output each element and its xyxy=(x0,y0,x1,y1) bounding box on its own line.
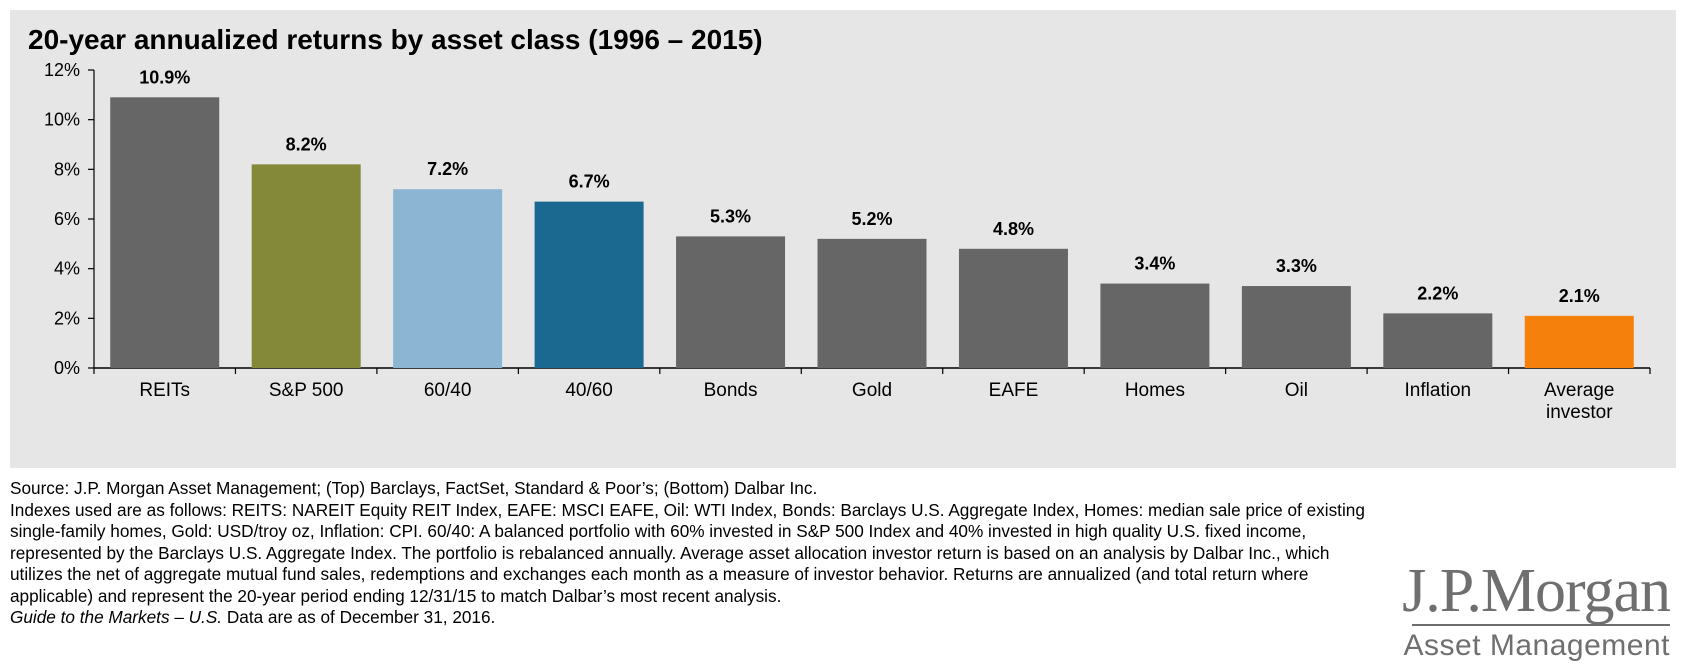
y-tick-label: 4% xyxy=(54,259,80,279)
chart-panel: 20-year annualized returns by asset clas… xyxy=(10,10,1676,468)
data-label: 2.2% xyxy=(1417,283,1458,303)
chart-title: 20-year annualized returns by asset clas… xyxy=(28,24,763,55)
data-label: 5.2% xyxy=(851,209,892,229)
category-label: Homes xyxy=(1125,380,1185,401)
y-tick-label: 2% xyxy=(54,308,80,328)
data-label: 2.1% xyxy=(1559,286,1600,306)
guide-title: Guide to the Markets – U.S. xyxy=(10,607,223,627)
category-label: Bonds xyxy=(704,380,758,401)
data-label: 6.7% xyxy=(569,172,610,192)
footnotes: Source: J.P. Morgan Asset Management; (T… xyxy=(10,478,1370,629)
logo-divider xyxy=(1412,624,1670,626)
indexes-note: Indexes used are as follows: REITS: NARE… xyxy=(10,499,1365,606)
data-label: 10.9% xyxy=(139,67,190,87)
data-label: 3.3% xyxy=(1276,256,1317,276)
bar xyxy=(958,248,1068,368)
bar xyxy=(251,164,361,368)
data-label: 4.8% xyxy=(993,219,1034,239)
y-tick-label: 10% xyxy=(44,110,80,130)
y-tick-label: 0% xyxy=(54,358,80,378)
bar xyxy=(534,201,644,368)
category-label: Inflation xyxy=(1405,380,1472,401)
category-label: EAFE xyxy=(989,380,1039,401)
guide-note: Guide to the Markets – U.S. Data are as … xyxy=(10,607,1370,629)
logo-name: J.P.Morgan xyxy=(1402,557,1671,625)
bar xyxy=(817,238,927,368)
y-tick-label: 12% xyxy=(44,60,80,80)
bar xyxy=(1241,286,1351,368)
bar xyxy=(1524,315,1634,368)
jpmorgan-logo: J.P.Morgan Asset Management xyxy=(1400,557,1671,662)
source-note: Source: J.P. Morgan Asset Management; (T… xyxy=(10,478,818,498)
category-label: REITs xyxy=(139,380,190,401)
y-tick-label: 8% xyxy=(54,159,80,179)
bar-chart: 0% 2% 4% 6% 8% 10% 12% 10.9% REITs 8.2% S&P 500 7.2… xyxy=(44,60,1651,423)
bar xyxy=(676,236,786,368)
category-label: S&P 500 xyxy=(269,380,344,401)
data-label: 3.4% xyxy=(1134,254,1175,274)
category-label: Average investor xyxy=(1544,380,1614,423)
category-label: Gold xyxy=(852,380,892,401)
bar xyxy=(1100,283,1210,368)
category-label: Oil xyxy=(1285,380,1308,401)
y-tick-label: 6% xyxy=(54,209,80,229)
guide-date: Data are as of December 31, 2016. xyxy=(222,607,496,627)
data-label: 5.3% xyxy=(710,206,751,226)
category-label: 60/40 xyxy=(424,380,472,401)
bar xyxy=(110,97,220,369)
category-label: 40/60 xyxy=(565,380,613,401)
data-label: 7.2% xyxy=(427,159,468,179)
logo-subtitle: Asset Management xyxy=(1403,629,1670,662)
bar xyxy=(393,189,503,368)
data-label: 8.2% xyxy=(286,134,327,154)
bar xyxy=(1383,313,1493,368)
